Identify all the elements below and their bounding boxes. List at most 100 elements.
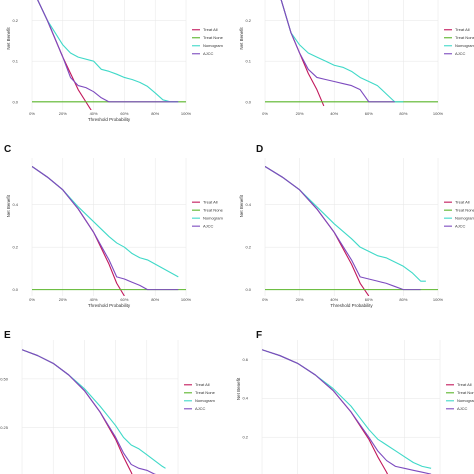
legend-label: Treat All — [455, 27, 470, 32]
x-tick-label: 0% — [262, 297, 268, 302]
series-line-ajcc — [22, 349, 157, 474]
series-line-treat-all — [265, 166, 370, 296]
y-tick-label: 0.4 — [245, 202, 251, 207]
x-tick-label: 20% — [296, 297, 304, 302]
series-line-nomogram — [262, 349, 432, 469]
y-tick-label: 0.2 — [12, 18, 18, 23]
y-tick-label: 0.0 — [12, 287, 18, 292]
legend-label: AJCC — [455, 51, 466, 56]
y-tick-label: 0.0 — [245, 99, 251, 104]
legend-label: Nomogram — [455, 216, 474, 221]
legend-label: Treat All — [457, 382, 472, 387]
y-axis-title: Net Benefit — [0, 377, 1, 400]
series-line-ajcc — [280, 0, 395, 103]
x-tick-label: 100% — [433, 297, 444, 302]
x-tick-label: 60% — [365, 111, 373, 116]
plot-area — [265, 166, 438, 296]
legend-label: Treat All — [455, 200, 470, 205]
x-tick-label: 40% — [90, 111, 98, 116]
series-line-nomogram — [37, 0, 179, 103]
x-tick-label: 80% — [399, 111, 407, 116]
x-tick-label: 100% — [181, 297, 192, 302]
series-line-ajcc — [265, 166, 421, 291]
x-tick-label: 80% — [151, 297, 159, 302]
y-axis-title: Net Benefit — [6, 27, 11, 50]
panel-f: 0.2 0.4 0.6 Net Benefit Treat All Treat None N… — [236, 330, 474, 474]
x-tick-label: 80% — [399, 297, 407, 302]
x-tick-label: 20% — [59, 111, 67, 116]
legend-label: Nomogram — [203, 216, 223, 221]
legend-label: AJCC — [203, 224, 214, 229]
x-tick-label: 60% — [365, 297, 373, 302]
y-tick-label: 0.6 — [242, 357, 248, 362]
panel-label: F — [256, 330, 262, 341]
series-line-ajcc — [262, 349, 432, 474]
legend-label: Nomogram — [195, 398, 215, 403]
plot-area — [32, 0, 186, 110]
y-tick-label: 0.25 — [0, 425, 9, 430]
y-tick-label: 0.2 — [12, 245, 18, 250]
plot-area — [262, 349, 432, 474]
legend-label: Treat All — [195, 382, 210, 387]
y-tick-label: 0.1 — [12, 59, 18, 64]
legend-label: Treat None — [455, 208, 474, 213]
x-tick-label: 60% — [120, 111, 128, 116]
legend-label: AJCC — [455, 224, 466, 229]
legend-label: Treat All — [203, 27, 218, 32]
legend-label: Treat None — [457, 390, 474, 395]
series-line-treat-all — [22, 349, 133, 474]
panel-c: 0% 20% 40% 60% 80% 100% 0.0 0.2 0.4 Threshold Pro… — [4, 144, 224, 308]
legend-label: Treat None — [203, 35, 224, 40]
legend-label: Nomogram — [203, 43, 223, 48]
legend-label: AJCC — [457, 406, 468, 411]
legend-label: Treat None — [455, 35, 474, 40]
x-axis-title: Threshold Probability — [88, 303, 131, 308]
series-line-treat-all — [262, 349, 389, 474]
legend-label: AJCC — [203, 51, 214, 56]
legend-label: Treat None — [203, 208, 224, 213]
y-axis-title: Net Benefit — [239, 194, 244, 217]
y-tick-label: 0.4 — [12, 202, 18, 207]
x-tick-label: 0% — [29, 297, 35, 302]
legend-label: AJCC — [195, 406, 206, 411]
x-tick-label: 0% — [29, 111, 35, 116]
x-tick-label: 20% — [296, 111, 304, 116]
y-tick-label: 0.2 — [242, 435, 248, 440]
y-tick-label: 0.4 — [242, 396, 248, 401]
panel-label: E — [4, 330, 11, 341]
x-axis-title: Threshold Probability — [88, 117, 131, 122]
x-tick-label: 60% — [120, 297, 128, 302]
y-tick-label: 0.0 — [12, 99, 18, 104]
series-line-nomogram — [265, 166, 426, 282]
series-line-ajcc — [32, 166, 179, 291]
x-tick-label: 80% — [151, 111, 159, 116]
y-tick-label: 0.2 — [245, 245, 251, 250]
legend-label: Nomogram — [457, 398, 474, 403]
y-tick-label: 0.50 — [0, 376, 9, 381]
panel-e: 0.25 0.50Net Benefit Treat All Treat None No… — [0, 330, 216, 474]
series-line-treat-all — [32, 166, 125, 296]
panel-label: D — [256, 144, 263, 155]
series-line-nomogram — [22, 349, 166, 469]
panel-label: C — [4, 144, 11, 155]
y-tick-label: 0.2 — [245, 18, 251, 23]
series-line-nomogram — [280, 0, 404, 103]
legend-label: Nomogram — [455, 43, 474, 48]
x-tick-label: 40% — [90, 297, 98, 302]
y-axis-title: Net Benefit — [239, 27, 244, 50]
legend-label: Treat None — [195, 390, 216, 395]
x-tick-label: 40% — [330, 111, 338, 116]
y-tick-label: 0.1 — [245, 59, 251, 64]
plot-area — [22, 349, 166, 474]
x-tick-label: 100% — [181, 111, 192, 116]
plot-area — [32, 166, 186, 296]
x-tick-label: 40% — [330, 297, 338, 302]
y-axis-title: Net Benefit — [236, 377, 241, 400]
panel-a: 0% 20% 40% 60% 80% 100% 0.0 0.1 0.2 Threshold Pro… — [6, 0, 224, 122]
x-tick-label: 20% — [59, 297, 67, 302]
plot-area — [265, 0, 438, 107]
y-axis-title: Net Benefit — [6, 194, 11, 217]
series-line-ajcc — [37, 0, 179, 103]
